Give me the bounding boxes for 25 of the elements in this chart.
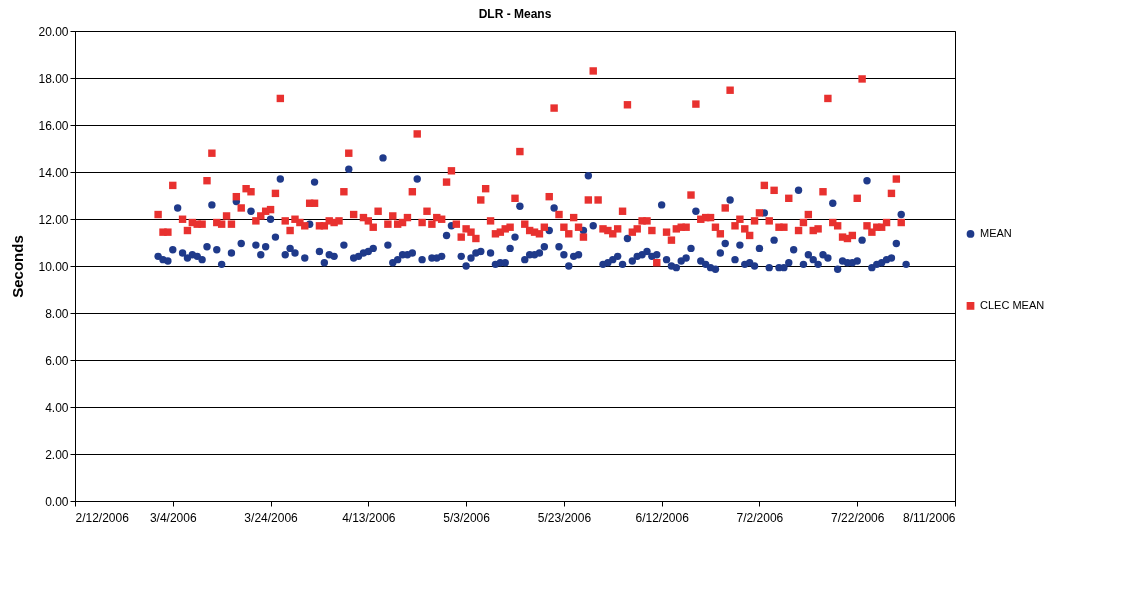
y-tick-label: 8.00: [45, 306, 69, 321]
x-tick-label: 4/13/2006: [342, 510, 396, 525]
x-tick-label: 7/22/2006: [831, 510, 885, 525]
y-tick-label: 2.00: [45, 447, 69, 462]
y-tick-label: 10.00: [38, 259, 69, 274]
y-tick-label: 4.00: [45, 400, 69, 415]
x-tick-label: 3/4/2006: [149, 510, 197, 525]
y-tick-label: 6.00: [45, 353, 69, 368]
x-tick-label: 5/3/2006: [443, 510, 491, 525]
y-tick-label: 0.00: [45, 494, 69, 509]
x-tick-label: 7/2/2006: [736, 510, 784, 525]
y-tick-label: 16.00: [38, 118, 69, 133]
legend-label: CLEC MEAN: [980, 298, 1045, 311]
y-tick-label: 18.00: [38, 71, 69, 86]
x-tick-label: 6/12/2006: [635, 510, 690, 525]
x-tick-label: 5/23/2006: [537, 510, 592, 525]
y-tick-label: 14.00: [38, 165, 69, 180]
x-tick-label: 2/12/2006: [75, 510, 130, 525]
y-tick-label: 20.00: [38, 24, 69, 39]
y-tick-label: 12.00: [38, 212, 69, 227]
y-axis-title: Seconds: [9, 235, 27, 298]
x-tick-label: 3/24/2006: [244, 510, 299, 525]
x-tick-label: 8/11/2006: [903, 510, 956, 525]
chart-title: DLR - Means: [478, 7, 552, 21]
legend-label: MEAN: [980, 226, 1012, 239]
